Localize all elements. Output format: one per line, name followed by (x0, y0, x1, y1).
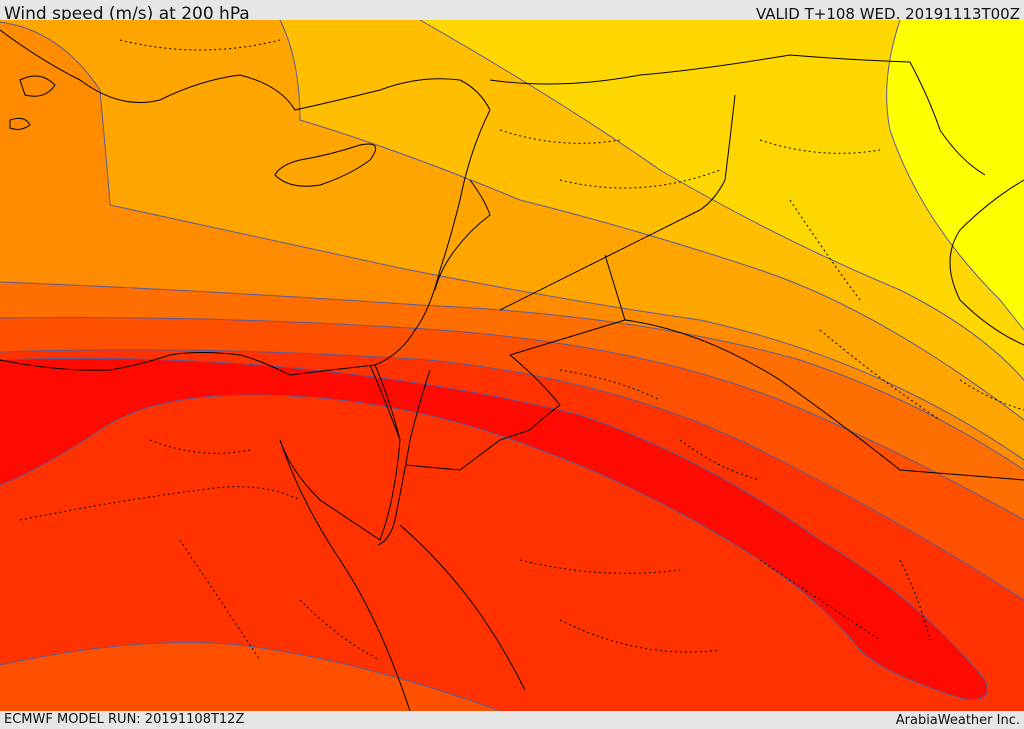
internal-boundaries (19, 39, 1024, 661)
band-weakest (886, 20, 1024, 330)
credit-label: ArabiaWeather Inc. (895, 713, 1020, 728)
valid-time-label: VALID T+108 WED. 20191113T00Z (755, 5, 1020, 23)
model-run-label: ECMWF MODEL RUN: 20191108T12Z (4, 712, 245, 727)
wind-speed-map (0, 20, 1024, 711)
map-header (0, 0, 1024, 22)
wind-speed-contours (0, 20, 1024, 711)
international-borders (369, 54, 1024, 481)
map-footer (0, 711, 1024, 729)
band-jet-core (0, 358, 988, 700)
band-very-strong (0, 349, 1024, 711)
map-title: Wind speed (m/s) at 200 hPa (4, 4, 250, 24)
band-weak (420, 20, 1024, 380)
coastlines (0, 29, 1024, 711)
